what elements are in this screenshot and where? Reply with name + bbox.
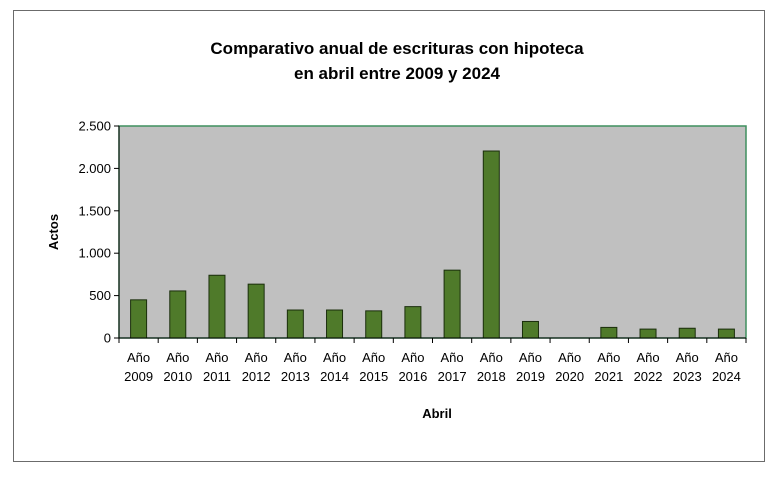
x-tick-label-line-1: Año xyxy=(362,350,385,365)
x-tick-label-line-2: 2022 xyxy=(634,369,663,384)
x-tick-label-line-2: 2010 xyxy=(163,369,192,384)
bar-2012 xyxy=(247,283,265,339)
x-tick-label-line-2: 2020 xyxy=(555,369,584,384)
y-tick-label: 2.500 xyxy=(78,119,111,134)
x-tick-label-line-1: Año xyxy=(127,350,150,365)
bar-2014 xyxy=(326,309,344,339)
x-tick-label-line-1: Año xyxy=(166,350,189,365)
x-tick-label-line-2: 2019 xyxy=(516,369,545,384)
bar-2019 xyxy=(521,320,539,339)
y-tick-label: 2.000 xyxy=(78,161,111,176)
bar-2018 xyxy=(482,150,500,339)
bar-2013 xyxy=(286,309,304,339)
x-tick-label-line-2: 2024 xyxy=(712,369,741,384)
x-tick-label-line-2: 2014 xyxy=(320,369,349,384)
x-axis-title: Abril xyxy=(422,406,452,421)
bar-2023 xyxy=(678,327,696,339)
x-tick-label-line-2: 2009 xyxy=(124,369,153,384)
x-tick-label-line-1: Año xyxy=(441,350,464,365)
x-tick-label-line-1: Año xyxy=(401,350,424,365)
x-tick-label-line-1: Año xyxy=(205,350,228,365)
x-tick-label-line-2: 2011 xyxy=(203,369,231,384)
x-tick-label-line-2: 2016 xyxy=(398,369,427,384)
y-tick-label: 1.000 xyxy=(78,246,111,261)
x-tick-label-line-2: 2012 xyxy=(242,369,271,384)
y-tick-label: 1.500 xyxy=(78,203,111,218)
x-tick-label-line-1: Año xyxy=(636,350,659,365)
x-tick-label-line-1: Año xyxy=(597,350,620,365)
x-tick-label-line-2: 2015 xyxy=(359,369,388,384)
chart-title-line-2: en abril entre 2009 y 2024 xyxy=(294,64,501,83)
x-tick-label-line-1: Año xyxy=(676,350,699,365)
x-tick-label-line-1: Año xyxy=(284,350,307,365)
y-axis-title: Actos xyxy=(46,214,61,250)
bar-2017 xyxy=(443,269,461,339)
bar-2011 xyxy=(208,274,226,339)
bar-2016 xyxy=(404,306,422,339)
x-tick-label-line-1: Año xyxy=(245,350,268,365)
bar-2010 xyxy=(169,290,187,339)
x-tick-label-line-2: 2017 xyxy=(438,369,467,384)
x-tick-label-line-1: Año xyxy=(480,350,503,365)
x-tick-label-line-2: 2023 xyxy=(673,369,702,384)
bar-2009 xyxy=(130,299,148,339)
x-tick-label-line-1: Año xyxy=(715,350,738,365)
x-tick-label-line-2: 2018 xyxy=(477,369,506,384)
x-tick-label-line-2: 2021 xyxy=(594,369,623,384)
x-tick-label-line-1: Año xyxy=(558,350,581,365)
bar-2015 xyxy=(365,310,383,339)
chart-title-line-1: Comparativo anual de escrituras con hipo… xyxy=(210,39,584,58)
x-tick-label-line-1: Año xyxy=(323,350,346,365)
bar-2021 xyxy=(600,326,618,339)
bar-2022 xyxy=(639,328,657,339)
y-tick-label: 0 xyxy=(104,331,111,346)
y-tick-label: 500 xyxy=(89,288,111,303)
bar-2024 xyxy=(717,328,735,339)
x-tick-label-line-2: 2013 xyxy=(281,369,310,384)
x-tick-label-line-1: Año xyxy=(519,350,542,365)
